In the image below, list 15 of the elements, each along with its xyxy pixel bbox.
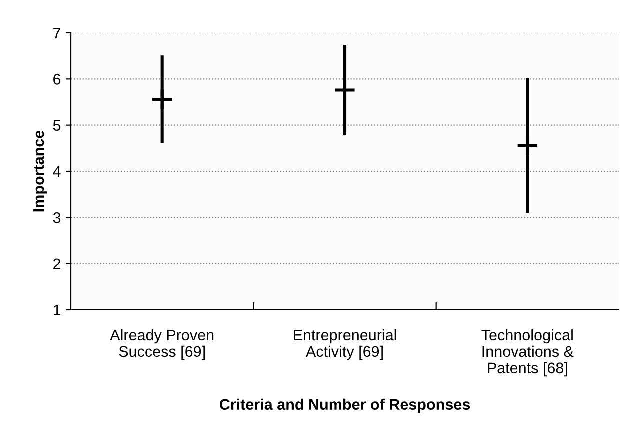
y-tick-label: 2 [54, 258, 61, 270]
x-tick-label: Already Proven Success [69] [110, 329, 214, 360]
point [334, 78, 356, 102]
y-tick-label: 4 [53, 166, 61, 178]
y-tick-label: 5 [53, 120, 61, 132]
x-axis-title: Criteria and Number of Responses [220, 398, 470, 414]
x-tick-label: Technological Innovations & Patents [68] [482, 329, 574, 377]
y-tick-label: 7 [54, 28, 61, 39]
y-tick-label: 3 [53, 212, 61, 224]
y-tick-label: 6 [54, 74, 61, 85]
point [516, 134, 540, 157]
point [150, 88, 174, 111]
y-axis-title: Importance [34, 130, 48, 212]
y-tick-label: 1 [54, 305, 61, 316]
x-tick-label: Entrepreneurial Activity [69] [294, 329, 396, 360]
